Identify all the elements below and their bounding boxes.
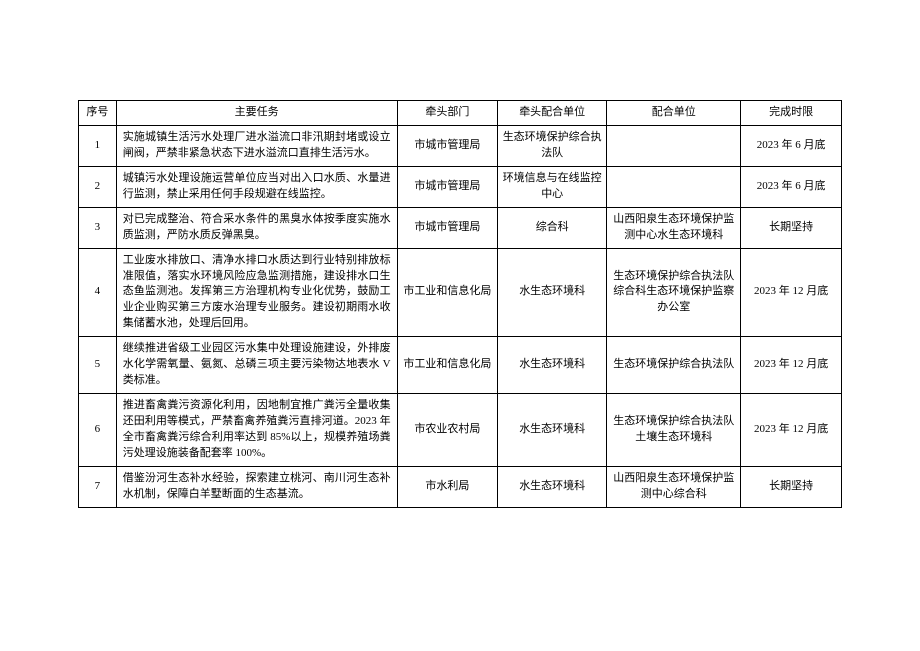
cell-coop: 环境信息与在线监控中心	[498, 166, 607, 207]
cell-task: 实施城镇生活污水处理厂进水溢流口非汛期封堵或设立闸阀，严禁非紧急状态下进水溢流口…	[116, 125, 397, 166]
table-header-row: 序号 主要任务 牵头部门 牵头配合单位 配合单位 完成时限	[79, 101, 842, 126]
cell-other: 山西阳泉生态环境保护监测中心综合科	[607, 466, 741, 507]
cell-seq: 5	[79, 337, 117, 394]
col-seq: 序号	[79, 101, 117, 126]
table-row: 5 继续推进省级工业园区污水集中处理设施建设，外排废水化学需氧量、氨氮、总磷三项…	[79, 337, 842, 394]
col-other: 配合单位	[607, 101, 741, 126]
cell-dept: 市工业和信息化局	[397, 337, 498, 394]
cell-dept: 市城市管理局	[397, 125, 498, 166]
cell-dept: 市工业和信息化局	[397, 248, 498, 337]
cell-seq: 2	[79, 166, 117, 207]
cell-other: 生态环境保护综合执法队土壤生态环境科	[607, 394, 741, 467]
cell-other	[607, 125, 741, 166]
cell-task: 对已完成整治、符合采水条件的黑臭水体按季度实施水质监测，严防水质反弹黑臭。	[116, 207, 397, 248]
cell-task: 工业废水排放口、清净水排口水质达到行业特别排放标准限值，落实水环境风险应急监测措…	[116, 248, 397, 337]
cell-other	[607, 166, 741, 207]
cell-coop: 水生态环境科	[498, 466, 607, 507]
cell-coop: 水生态环境科	[498, 337, 607, 394]
cell-deadline: 2023 年 12 月底	[741, 394, 842, 467]
table-row: 2 城镇污水处理设施运营单位应当对出入口水质、水量进行监测，禁止采用任何手段规避…	[79, 166, 842, 207]
table-row: 3 对已完成整治、符合采水条件的黑臭水体按季度实施水质监测，严防水质反弹黑臭。 …	[79, 207, 842, 248]
cell-seq: 1	[79, 125, 117, 166]
cell-other: 山西阳泉生态环境保护监测中心水生态环境科	[607, 207, 741, 248]
cell-task: 城镇污水处理设施运营单位应当对出入口水质、水量进行监测，禁止采用任何手段规避在线…	[116, 166, 397, 207]
task-table: 序号 主要任务 牵头部门 牵头配合单位 配合单位 完成时限 1 实施城镇生活污水…	[78, 100, 842, 508]
cell-dept: 市城市管理局	[397, 166, 498, 207]
cell-deadline: 2023 年 12 月底	[741, 337, 842, 394]
cell-coop: 生态环境保护综合执法队	[498, 125, 607, 166]
cell-coop: 综合科	[498, 207, 607, 248]
table-row: 1 实施城镇生活污水处理厂进水溢流口非汛期封堵或设立闸阀，严禁非紧急状态下进水溢…	[79, 125, 842, 166]
cell-task: 借鉴汾河生态补水经验，探索建立桃河、南川河生态补水机制，保障白羊墅断面的生态基流…	[116, 466, 397, 507]
cell-deadline: 2023 年 6 月底	[741, 125, 842, 166]
cell-seq: 3	[79, 207, 117, 248]
cell-seq: 6	[79, 394, 117, 467]
cell-task: 继续推进省级工业园区污水集中处理设施建设，外排废水化学需氧量、氨氮、总磷三项主要…	[116, 337, 397, 394]
cell-dept: 市水利局	[397, 466, 498, 507]
col-task: 主要任务	[116, 101, 397, 126]
cell-deadline: 长期坚持	[741, 466, 842, 507]
cell-deadline: 2023 年 6 月底	[741, 166, 842, 207]
document-page: 序号 主要任务 牵头部门 牵头配合单位 配合单位 完成时限 1 实施城镇生活污水…	[0, 0, 920, 651]
table-row: 4 工业废水排放口、清净水排口水质达到行业特别排放标准限值，落实水环境风险应急监…	[79, 248, 842, 337]
table-row: 6 推进畜禽粪污资源化利用，因地制宜推广粪污全量收集还田利用等模式，严禁畜禽养殖…	[79, 394, 842, 467]
col-deadline: 完成时限	[741, 101, 842, 126]
cell-dept: 市农业农村局	[397, 394, 498, 467]
col-coop: 牵头配合单位	[498, 101, 607, 126]
cell-deadline: 长期坚持	[741, 207, 842, 248]
cell-coop: 水生态环境科	[498, 394, 607, 467]
cell-seq: 7	[79, 466, 117, 507]
cell-dept: 市城市管理局	[397, 207, 498, 248]
cell-task: 推进畜禽粪污资源化利用，因地制宜推广粪污全量收集还田利用等模式，严禁畜禽养殖粪污…	[116, 394, 397, 467]
table-body: 1 实施城镇生活污水处理厂进水溢流口非汛期封堵或设立闸阀，严禁非紧急状态下进水溢…	[79, 125, 842, 507]
cell-other: 生态环境保护综合执法队综合科生态环境保护监察办公室	[607, 248, 741, 337]
col-dept: 牵头部门	[397, 101, 498, 126]
cell-deadline: 2023 年 12 月底	[741, 248, 842, 337]
cell-coop: 水生态环境科	[498, 248, 607, 337]
cell-other: 生态环境保护综合执法队	[607, 337, 741, 394]
table-row: 7 借鉴汾河生态补水经验，探索建立桃河、南川河生态补水机制，保障白羊墅断面的生态…	[79, 466, 842, 507]
cell-seq: 4	[79, 248, 117, 337]
